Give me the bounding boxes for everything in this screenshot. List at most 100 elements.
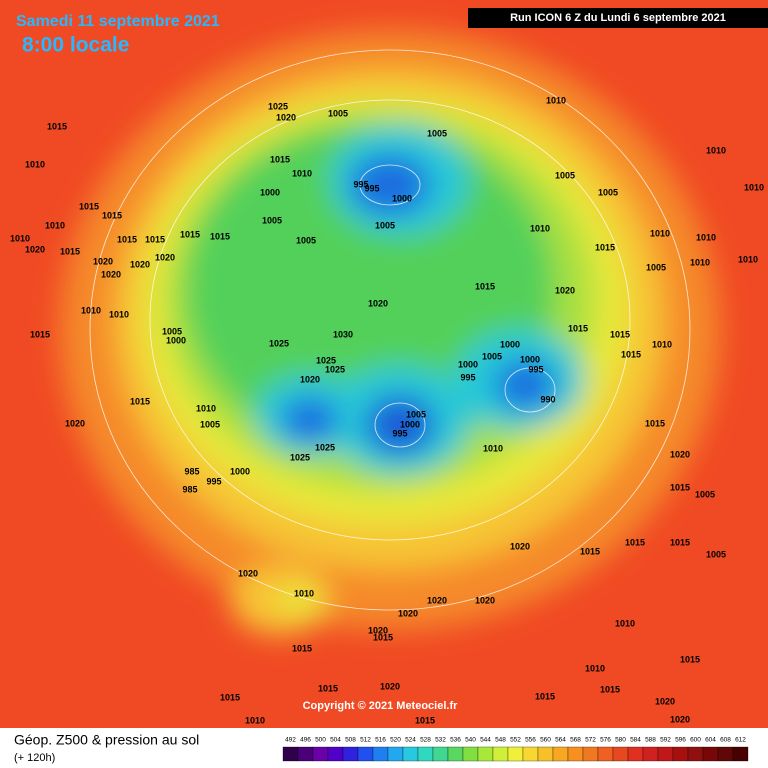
isobar-label: 1015: [180, 229, 200, 239]
isobar-label: 1005: [296, 235, 316, 245]
scale-swatch: [732, 746, 749, 762]
scale-label: 608: [720, 737, 731, 744]
isobar-label: 1015: [145, 234, 165, 244]
isobar-label: 1020: [655, 696, 675, 706]
isobars: [89, 49, 691, 611]
isobar-label: 1015: [220, 692, 240, 702]
isobar-label: 1030: [333, 329, 353, 339]
isobar-label: 1010: [652, 339, 672, 349]
scale-swatch: [702, 746, 719, 762]
isobar-label: 1000: [400, 419, 420, 429]
isobar-label: 1005: [646, 262, 666, 272]
legend-lead: (+ 120h): [14, 752, 55, 764]
isobar-label: 1020: [25, 244, 45, 254]
scale-label: 588: [645, 737, 656, 744]
scale-swatch: [582, 746, 599, 762]
scale-swatch: [357, 746, 374, 762]
isobar-label: 1000: [230, 466, 250, 476]
scale-label: 552: [510, 737, 521, 744]
isobar-label: 1015: [475, 281, 495, 291]
scale-label: 536: [450, 737, 461, 744]
isobar-label: 1005: [375, 220, 395, 230]
isobar-label: 1020: [398, 608, 418, 618]
scale-swatch: [687, 746, 704, 762]
isobar-label: 1010: [530, 223, 550, 233]
isobar-label: 1015: [318, 683, 338, 693]
isobar-label: 1020: [368, 298, 388, 308]
isobar-label: 1015: [60, 246, 80, 256]
isobar-label: 990: [540, 394, 555, 404]
scale-swatch: [447, 746, 464, 762]
isobar-label: 1020: [510, 541, 530, 551]
isobar-label: 1015: [415, 715, 435, 725]
isobar-label: 1010: [546, 95, 566, 105]
isobar-label: 1005: [706, 549, 726, 559]
scale-swatch: [537, 746, 554, 762]
isobar-label: 1010: [696, 232, 716, 242]
isobar-label: 1025: [290, 452, 310, 462]
isobar-label: 1020: [670, 449, 690, 459]
scale-label: 580: [615, 737, 626, 744]
isobar-label: 1000: [500, 339, 520, 349]
isobar-label: 1015: [270, 154, 290, 164]
scale-swatch: [432, 746, 449, 762]
scale-label: 496: [300, 737, 311, 744]
isobar-label: 1020: [670, 714, 690, 724]
isobar-label: 1015: [568, 323, 588, 333]
isobar-label: 1025: [315, 442, 335, 452]
isobar-label: 1020: [380, 681, 400, 691]
scale-label: 544: [480, 737, 491, 744]
isobar-label: 1015: [600, 684, 620, 694]
scale-label: 576: [600, 737, 611, 744]
isobar-label: 1010: [109, 309, 129, 319]
scale-label: 548: [495, 737, 506, 744]
isobar-label: 1005: [328, 108, 348, 118]
isobar-label: 1020: [427, 595, 447, 605]
isobar-label: 1005: [200, 419, 220, 429]
scale-swatch: [657, 746, 674, 762]
isobar-label: 1010: [738, 254, 758, 264]
isobar-label: 1005: [598, 187, 618, 197]
isobar-label: 1015: [670, 482, 690, 492]
scale-swatch: [372, 746, 389, 762]
scale-swatch: [612, 746, 629, 762]
forecast-time: 8:00 locale: [22, 34, 129, 57]
isobar-label: 1010: [615, 618, 635, 628]
isobar-label: 1025: [269, 338, 289, 348]
isobar-label: 1000: [392, 193, 412, 203]
run-banner: [468, 8, 768, 28]
scale-swatch: [717, 746, 734, 762]
scale-swatch: [597, 746, 614, 762]
scale-swatch: [492, 746, 509, 762]
scale-label: 520: [390, 737, 401, 744]
scale-label: 524: [405, 737, 416, 744]
isobar-label: 1025: [325, 364, 345, 374]
isobar-label: 1010: [25, 159, 45, 169]
isobar-label: 1005: [427, 128, 447, 138]
scale-label: 504: [330, 737, 341, 744]
isobar-label: 1015: [670, 537, 690, 547]
isobar-label: 995: [392, 428, 407, 438]
scale-label: 596: [675, 737, 686, 744]
scale-swatch: [462, 746, 479, 762]
isobar-label: 1010: [483, 443, 503, 453]
isobar-label: 1020: [555, 285, 575, 295]
isobar-label: 995: [528, 364, 543, 374]
scale-label: 528: [420, 737, 431, 744]
isobar-label: 1010: [196, 403, 216, 413]
isobar-label: 1015: [625, 537, 645, 547]
scale-label: 568: [570, 737, 581, 744]
isobar-label: 1020: [155, 252, 175, 262]
scale-label: 508: [345, 737, 356, 744]
isobar-label: 995: [460, 372, 475, 382]
isobar-label: 1015: [102, 210, 122, 220]
scale-label: 612: [735, 737, 746, 744]
scale-swatch: [672, 746, 689, 762]
isobar-label: 1000: [166, 335, 186, 345]
isobar-label: 1000: [260, 187, 280, 197]
isobar-label: 995: [353, 179, 368, 189]
isobar-label: 1005: [695, 489, 715, 499]
isobar-label: 1020: [101, 269, 121, 279]
scale-swatch: [387, 746, 404, 762]
